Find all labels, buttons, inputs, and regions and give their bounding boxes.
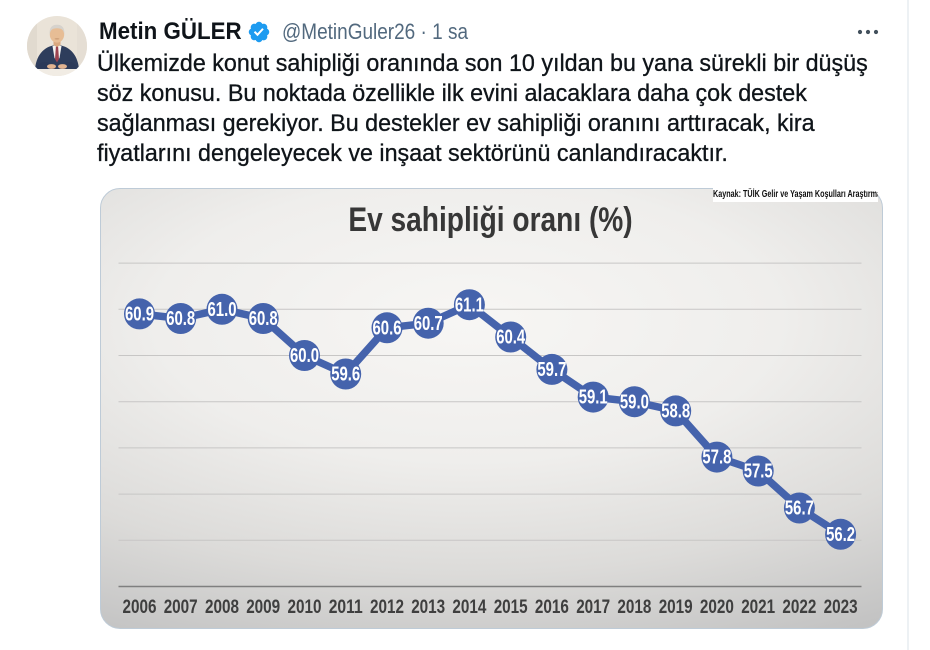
- svg-text:60.0: 60.0: [290, 345, 319, 367]
- svg-text:2008: 2008: [205, 597, 239, 618]
- svg-text:2019: 2019: [659, 597, 693, 618]
- svg-text:2010: 2010: [288, 597, 322, 618]
- svg-text:56.2: 56.2: [826, 524, 855, 546]
- svg-text:60.4: 60.4: [496, 327, 526, 349]
- svg-text:2015: 2015: [494, 597, 528, 618]
- svg-text:60.7: 60.7: [414, 313, 443, 335]
- svg-text:60.8: 60.8: [166, 308, 195, 330]
- svg-text:2014: 2014: [452, 597, 486, 618]
- svg-text:59.7: 59.7: [537, 359, 566, 381]
- svg-text:2023: 2023: [824, 597, 858, 618]
- svg-text:2016: 2016: [535, 597, 569, 618]
- svg-text:2021: 2021: [741, 597, 775, 618]
- svg-text:2020: 2020: [700, 597, 734, 618]
- svg-text:2022: 2022: [782, 597, 816, 618]
- svg-text:2007: 2007: [164, 597, 198, 618]
- svg-text:2017: 2017: [576, 597, 610, 618]
- svg-text:57.8: 57.8: [702, 447, 731, 469]
- svg-text:60.9: 60.9: [125, 304, 154, 326]
- svg-text:60.6: 60.6: [373, 317, 402, 339]
- svg-text:2013: 2013: [411, 597, 445, 618]
- svg-text:56.7: 56.7: [785, 498, 814, 520]
- svg-text:59.1: 59.1: [579, 387, 608, 409]
- svg-text:2009: 2009: [246, 597, 280, 618]
- svg-text:61.0: 61.0: [208, 299, 237, 321]
- svg-text:59.6: 59.6: [331, 364, 360, 386]
- svg-text:61.1: 61.1: [455, 294, 484, 316]
- svg-text:2006: 2006: [123, 597, 157, 618]
- svg-text:60.8: 60.8: [249, 308, 278, 330]
- svg-text:57.5: 57.5: [744, 461, 773, 483]
- svg-text:2012: 2012: [370, 597, 404, 618]
- svg-text:2011: 2011: [329, 597, 363, 618]
- svg-text:58.8: 58.8: [661, 401, 690, 423]
- svg-text:2018: 2018: [617, 597, 651, 618]
- svg-text:59.0: 59.0: [620, 391, 649, 413]
